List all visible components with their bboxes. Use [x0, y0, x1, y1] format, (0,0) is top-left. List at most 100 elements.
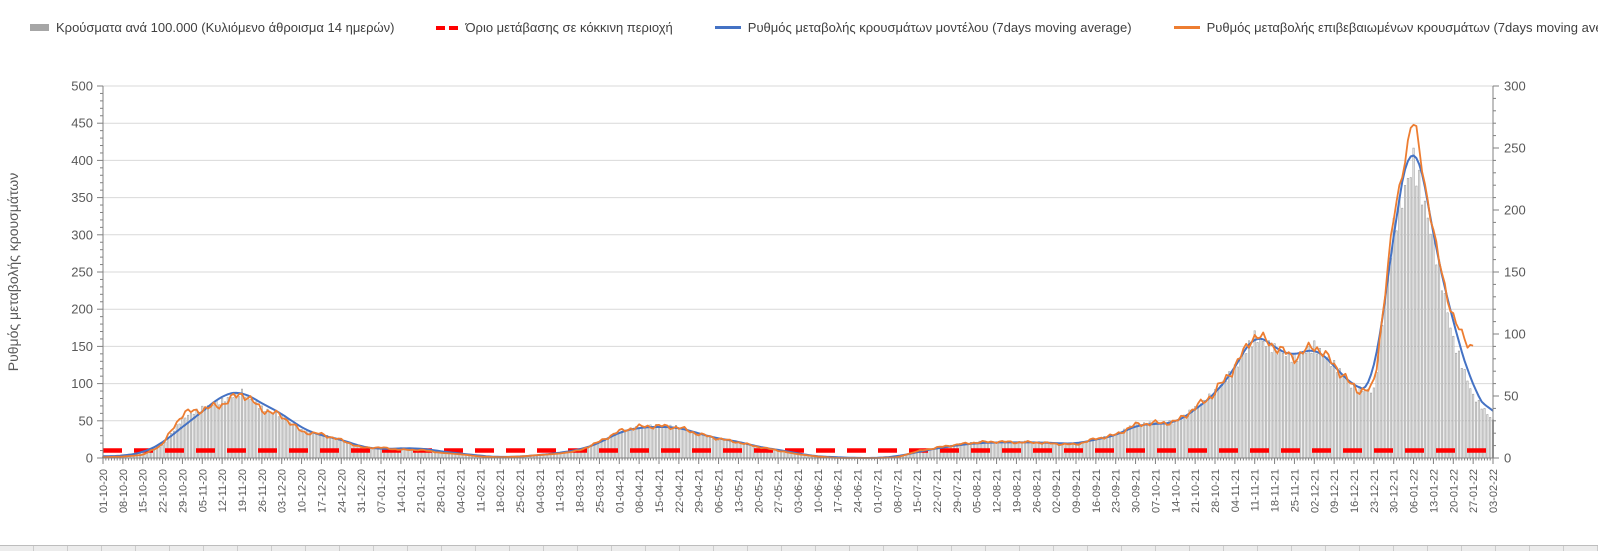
svg-text:200: 200: [1504, 203, 1526, 218]
svg-text:08-10-20: 08-10-20: [118, 469, 130, 513]
legend-item-confirmed-rate: Ρυθμός μεταβολής επιβεβαιωμένων κρουσμάτ…: [1173, 20, 1598, 35]
svg-text:150: 150: [71, 339, 93, 354]
daily-bars: [102, 147, 1495, 459]
svg-text:18-03-21: 18-03-21: [575, 469, 587, 513]
chart-legend: Κρούσματα ανά 100.000 (Κυλιόμενο άθροισμ…: [30, 20, 1598, 35]
svg-text:15-10-20: 15-10-20: [138, 469, 150, 513]
svg-text:02-12-21: 02-12-21: [1309, 469, 1321, 513]
svg-text:13-05-21: 13-05-21: [733, 469, 745, 513]
svg-text:09-12-21: 09-12-21: [1329, 469, 1341, 513]
svg-text:21-10-21: 21-10-21: [1190, 469, 1202, 513]
svg-text:450: 450: [71, 116, 93, 131]
confirmed-rate-line: [102, 123, 1474, 459]
svg-text:100: 100: [71, 376, 93, 391]
svg-text:24-12-20: 24-12-20: [336, 469, 348, 513]
svg-text:14-01-21: 14-01-21: [396, 469, 408, 513]
svg-text:250: 250: [71, 265, 93, 280]
svg-text:11-11-21: 11-11-21: [1250, 469, 1262, 511]
svg-text:25-02-21: 25-02-21: [515, 469, 527, 513]
legend-label: Όριο μετάβασης σε κόκκινη περιοχή: [465, 20, 673, 35]
svg-text:0: 0: [86, 451, 93, 466]
svg-text:10-06-21: 10-06-21: [813, 469, 825, 513]
svg-text:12-11-20: 12-11-20: [217, 469, 229, 512]
svg-text:22-04-21: 22-04-21: [674, 469, 686, 513]
svg-text:300: 300: [1504, 79, 1526, 94]
svg-text:03-02-22: 03-02-22: [1488, 469, 1500, 513]
blue-line-swatch-icon: [714, 26, 741, 29]
svg-text:04-02-21: 04-02-21: [455, 469, 467, 513]
svg-text:300: 300: [71, 227, 93, 242]
svg-text:01-10-20: 01-10-20: [98, 469, 110, 513]
horizontal-scrollbar-track[interactable]: [0, 545, 1598, 551]
svg-text:10-12-20: 10-12-20: [297, 469, 309, 513]
legend-label: Ρυθμός μεταβολής επιβεβαιωμένων κρουσμάτ…: [1206, 20, 1598, 35]
svg-text:25-03-21: 25-03-21: [594, 469, 606, 513]
svg-text:27-05-21: 27-05-21: [773, 469, 785, 513]
svg-text:250: 250: [1504, 141, 1526, 156]
svg-text:05-08-21: 05-08-21: [972, 469, 984, 513]
svg-text:28-01-21: 28-01-21: [436, 469, 448, 513]
legend-item-red-threshold: Όριο μετάβασης σε κόκκινη περιοχή: [436, 20, 673, 35]
svg-text:29-10-20: 29-10-20: [177, 469, 189, 513]
orange-line-swatch-icon: [1173, 26, 1200, 29]
svg-text:500: 500: [71, 79, 93, 94]
svg-text:22-10-20: 22-10-20: [158, 469, 170, 513]
svg-text:11-03-21: 11-03-21: [555, 469, 567, 512]
svg-text:50: 50: [1504, 389, 1518, 404]
legend-label: Ρυθμός μεταβολής κρουσμάτων μοντέλου (7d…: [747, 20, 1132, 35]
svg-text:17-06-21: 17-06-21: [833, 469, 845, 513]
svg-text:400: 400: [71, 153, 93, 168]
svg-text:11-02-21: 11-02-21: [475, 469, 487, 512]
svg-text:20-05-21: 20-05-21: [753, 469, 765, 513]
svg-text:15-04-21: 15-04-21: [654, 469, 666, 513]
svg-text:150: 150: [1504, 265, 1526, 280]
svg-text:200: 200: [71, 302, 93, 317]
svg-text:31-12-20: 31-12-20: [356, 469, 368, 513]
model-rate-line: [102, 154, 1494, 459]
svg-text:01-04-21: 01-04-21: [614, 469, 626, 513]
svg-text:18-02-21: 18-02-21: [495, 469, 507, 513]
svg-text:09-09-21: 09-09-21: [1071, 469, 1083, 513]
svg-text:12-08-21: 12-08-21: [992, 469, 1004, 513]
svg-text:08-04-21: 08-04-21: [634, 469, 646, 513]
svg-text:26-08-21: 26-08-21: [1031, 469, 1043, 513]
dashed-line-swatch-icon: [436, 25, 459, 30]
svg-text:19-11-20: 19-11-20: [237, 469, 249, 512]
svg-text:50: 50: [79, 413, 93, 428]
legend-item-cases-bars: Κρούσματα ανά 100.000 (Κυλιόμενο άθροισμ…: [30, 20, 394, 35]
svg-text:29-07-21: 29-07-21: [952, 469, 964, 513]
svg-text:07-10-21: 07-10-21: [1150, 469, 1162, 513]
svg-text:03-12-20: 03-12-20: [277, 469, 289, 513]
svg-text:350: 350: [71, 190, 93, 205]
svg-text:04-11-21: 04-11-21: [1230, 469, 1242, 512]
svg-text:25-11-21: 25-11-21: [1289, 469, 1301, 512]
svg-text:28-10-21: 28-10-21: [1210, 469, 1222, 513]
axes: [97, 85, 1499, 464]
svg-text:27-01-22: 27-01-22: [1468, 469, 1480, 513]
svg-text:16-09-21: 16-09-21: [1091, 469, 1103, 513]
svg-text:06-01-22: 06-01-22: [1409, 469, 1421, 513]
svg-text:19-08-21: 19-08-21: [1011, 469, 1023, 513]
svg-text:100: 100: [1504, 327, 1526, 342]
svg-text:26-11-20: 26-11-20: [257, 469, 269, 512]
svg-text:07-01-21: 07-01-21: [376, 469, 388, 513]
svg-text:20-01-22: 20-01-22: [1448, 469, 1460, 513]
svg-text:22-07-21: 22-07-21: [932, 469, 944, 513]
svg-text:24-06-21: 24-06-21: [853, 469, 865, 513]
svg-text:23-12-21: 23-12-21: [1369, 469, 1381, 513]
bar-swatch-icon: [30, 24, 49, 31]
svg-text:16-12-21: 16-12-21: [1349, 469, 1361, 513]
svg-text:29-04-21: 29-04-21: [694, 469, 706, 513]
legend-item-model-rate: Ρυθμός μεταβολής κρουσμάτων μοντέλου (7d…: [714, 20, 1132, 35]
svg-text:30-12-21: 30-12-21: [1389, 469, 1401, 513]
svg-text:18-11-21: 18-11-21: [1270, 469, 1282, 512]
svg-text:0: 0: [1504, 451, 1511, 466]
svg-text:03-06-21: 03-06-21: [793, 469, 805, 513]
svg-text:13-01-22: 13-01-22: [1428, 469, 1440, 513]
svg-text:30-09-21: 30-09-21: [1131, 469, 1143, 513]
svg-text:04-03-21: 04-03-21: [535, 469, 547, 513]
svg-text:05-11-20: 05-11-20: [197, 469, 209, 512]
svg-text:15-07-21: 15-07-21: [912, 469, 924, 513]
